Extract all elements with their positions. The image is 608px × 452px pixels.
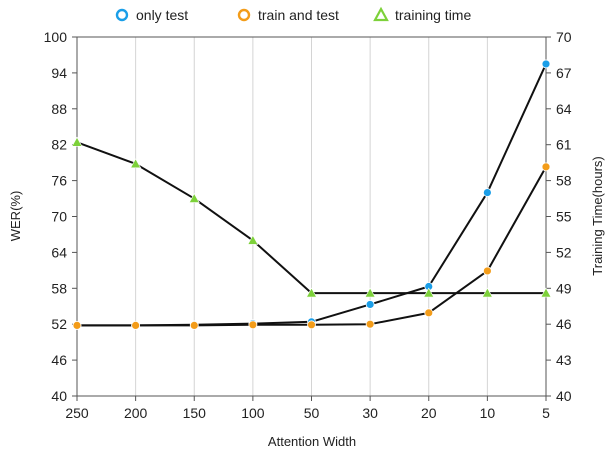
x-tick-label: 30	[362, 405, 378, 421]
y2-tick-label: 64	[556, 101, 572, 117]
legend: only test train and test training time	[115, 6, 471, 23]
y2-tick-label: 46	[556, 316, 572, 332]
data-point-only-test	[482, 188, 492, 197]
data-point-training-time	[481, 287, 493, 298]
y2-tick-label: 49	[556, 280, 572, 296]
y-tick-label: 64	[51, 244, 67, 260]
y-tick-label: 46	[51, 352, 67, 368]
x-tick-label: 20	[421, 405, 437, 421]
y2-tick-label: 40	[556, 388, 572, 404]
grid	[135, 37, 488, 396]
legend-label-only-test: only test	[136, 7, 188, 23]
data-point-training-time	[305, 287, 318, 298]
data-point-training-time	[540, 287, 552, 298]
legend-label-training-time: training time	[395, 7, 471, 23]
y-tick-label: 70	[51, 209, 67, 225]
y2-tick-label: 67	[556, 65, 572, 81]
data-point-only-test	[365, 300, 375, 309]
y-tick-label: 100	[44, 29, 68, 45]
data-point-training-time	[130, 158, 142, 169]
data-point-train-and-test	[72, 320, 82, 330]
x-tick-label: 100	[241, 405, 265, 421]
y-tick-label: 58	[51, 280, 67, 296]
x-axis-title: Attention Width	[268, 434, 356, 449]
data-point-train-and-test	[248, 320, 258, 330]
data-point-train-and-test	[189, 320, 199, 330]
y2-axis-title: Training Time(hours)	[590, 156, 605, 275]
y-tick-label: 94	[51, 65, 67, 81]
data-point-train-and-test	[365, 319, 375, 329]
legend-label-train-and-test: train and test	[258, 7, 339, 23]
y-tick-label: 82	[51, 137, 67, 153]
x-tick-label: 250	[65, 405, 89, 421]
x-tick-label: 200	[124, 405, 148, 421]
y-axis-title: WER(%)	[8, 191, 23, 242]
axes: 40 46 52 58 64 70 76 82 88 94 100 40 43 46 49 52 55 58 61 6…	[44, 29, 572, 421]
y2-tick-label: 43	[556, 352, 572, 368]
y2-tick-label: 52	[556, 244, 572, 260]
data-point-training-time	[71, 136, 83, 147]
data-point-only-test	[541, 59, 551, 69]
x-tick-label: 50	[304, 405, 320, 421]
data-point-training-time	[423, 287, 435, 298]
data-point-train-and-test	[541, 162, 551, 172]
y-tick-label: 52	[51, 316, 67, 332]
y2-tick-label: 55	[556, 209, 572, 225]
y-tick-label: 88	[51, 101, 67, 117]
series-layer	[71, 59, 552, 330]
data-point-training-time	[247, 234, 259, 245]
legend-marker-train-and-test	[237, 8, 251, 22]
data-point-training-time	[188, 192, 200, 203]
x-tick-label: 10	[480, 405, 496, 421]
y2-tick-label: 58	[556, 173, 572, 189]
x-tick-label: 5	[542, 405, 550, 421]
y-tick-label: 40	[51, 388, 67, 404]
y2-tick-label: 70	[556, 29, 572, 45]
data-point-training-time	[364, 287, 376, 298]
data-point-train-and-test	[424, 308, 434, 318]
legend-marker-only-test	[115, 8, 129, 22]
y2-tick-label: 61	[556, 137, 572, 153]
y-tick-label: 76	[51, 173, 67, 189]
data-point-train-and-test	[307, 320, 316, 330]
legend-marker-training-time	[373, 6, 389, 22]
data-point-train-and-test	[482, 266, 492, 276]
x-tick-label: 150	[183, 405, 207, 421]
data-point-train-and-test	[131, 320, 141, 330]
